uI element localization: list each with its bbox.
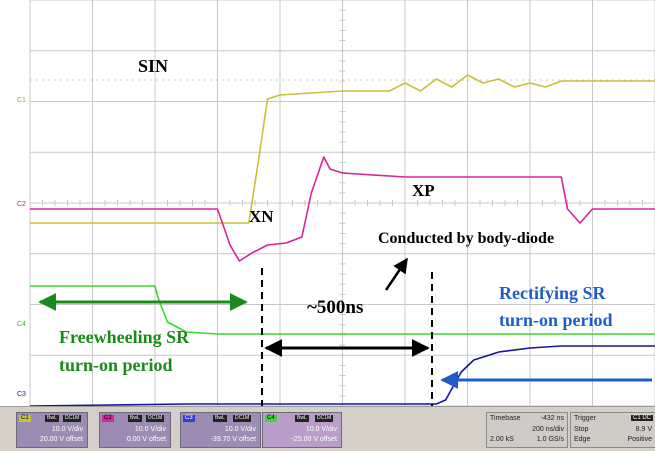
coupling-tag: DC1M [63,415,82,422]
bandwidth-tag: BwL [295,415,309,422]
timebase-label: Timebase [490,415,521,422]
trigger-mode: Stop [574,426,589,433]
channel-chip: C1 [19,415,31,422]
channel-descriptor-c3[interactable]: C3 BwL DC1M 10.0 V/div -39.70 V offset [180,412,261,448]
channel-descriptor-c2[interactable]: C2 BwL DC1M 10.0 V/div 0.00 V offset [99,412,171,448]
trace-c2 [30,156,655,262]
label-rectifying-2: turn-on period [499,310,613,330]
channel-descriptor-c4[interactable]: C4 BwL DC1M 10.0 V/div -25.00 V offset [262,412,342,448]
label-body-diode: Conducted by body-diode [378,230,555,247]
trigger-descriptor[interactable]: Trigger C1 DC Stop 8.9 V Edge Positive [570,412,655,448]
label-freewheeling-2: turn-on period [59,355,173,375]
bandwidth-tag: BwL [128,415,142,422]
channel-chip: C2 [102,415,114,422]
trigger-label: Trigger [574,415,596,422]
channel-scale: 10.0 V/div [224,426,256,433]
trigger-slope: Positive [627,436,652,443]
channel-scale: 10.0 V/div [305,426,337,433]
bandwidth-tag: BwL [213,415,227,422]
channel-chip: C4 [265,415,277,422]
label-time-gap: ~500ns [307,297,364,318]
body-diode-arrow [384,257,409,291]
trigger-level: 8.9 V [635,426,652,433]
trigger-type: Edge [574,436,591,443]
waveform-traces [29,74,655,407]
channel-offset: 20.00 V offset [39,436,83,443]
trace-c4 [30,285,655,335]
timebase-samples: 2.00 kS [490,436,514,443]
coupling-tag: DC1M [146,415,165,422]
label-xn: XN [249,207,274,226]
trigger-badge: C1 DC [630,415,653,421]
timebase-per-div: 200 ns/div [532,426,564,433]
annotation-marks [38,257,652,406]
channel-offset: 0.00 V offset [126,436,166,443]
c1-marker: C1 [17,97,26,104]
channel-scale: 10.0 V/div [134,426,166,433]
timebase-rate: 1.0 GS/s [536,436,564,443]
trace-c3 [29,345,655,407]
c4-marker: C4 [17,321,26,328]
timebase-descriptor[interactable]: Timebase -432 ns 200 ns/div 2.00 kS 1.0 … [486,412,568,448]
c2-marker: C2 [17,201,26,208]
channel-offset: -25.00 V offset [291,436,337,443]
channel-chip: C3 [183,415,195,422]
coupling-tag: DC1M [233,415,252,422]
label-xp: XP [412,181,435,200]
trace-c1 [30,74,655,224]
channel-offset: -39.70 V offset [210,436,256,443]
c3-marker: C3 [17,391,26,398]
channel-descriptor-c1[interactable]: C1 BwL DC1M 10.0 V/div 20.00 V offset [16,412,88,448]
coupling-tag: DC1M [315,415,334,422]
status-bar: C1 BwL DC1M 10.0 V/div 20.00 V offset C2… [0,406,655,451]
bandwidth-tag: BwL [45,415,59,422]
label-rectifying-1: Rectifying SR [499,283,606,303]
channel-scale: 10.0 V/div [51,426,83,433]
timebase-delay: -432 ns [540,415,564,422]
label-sin: SIN [138,56,169,76]
label-freewheeling-1: Freewheeling SR [59,327,190,347]
